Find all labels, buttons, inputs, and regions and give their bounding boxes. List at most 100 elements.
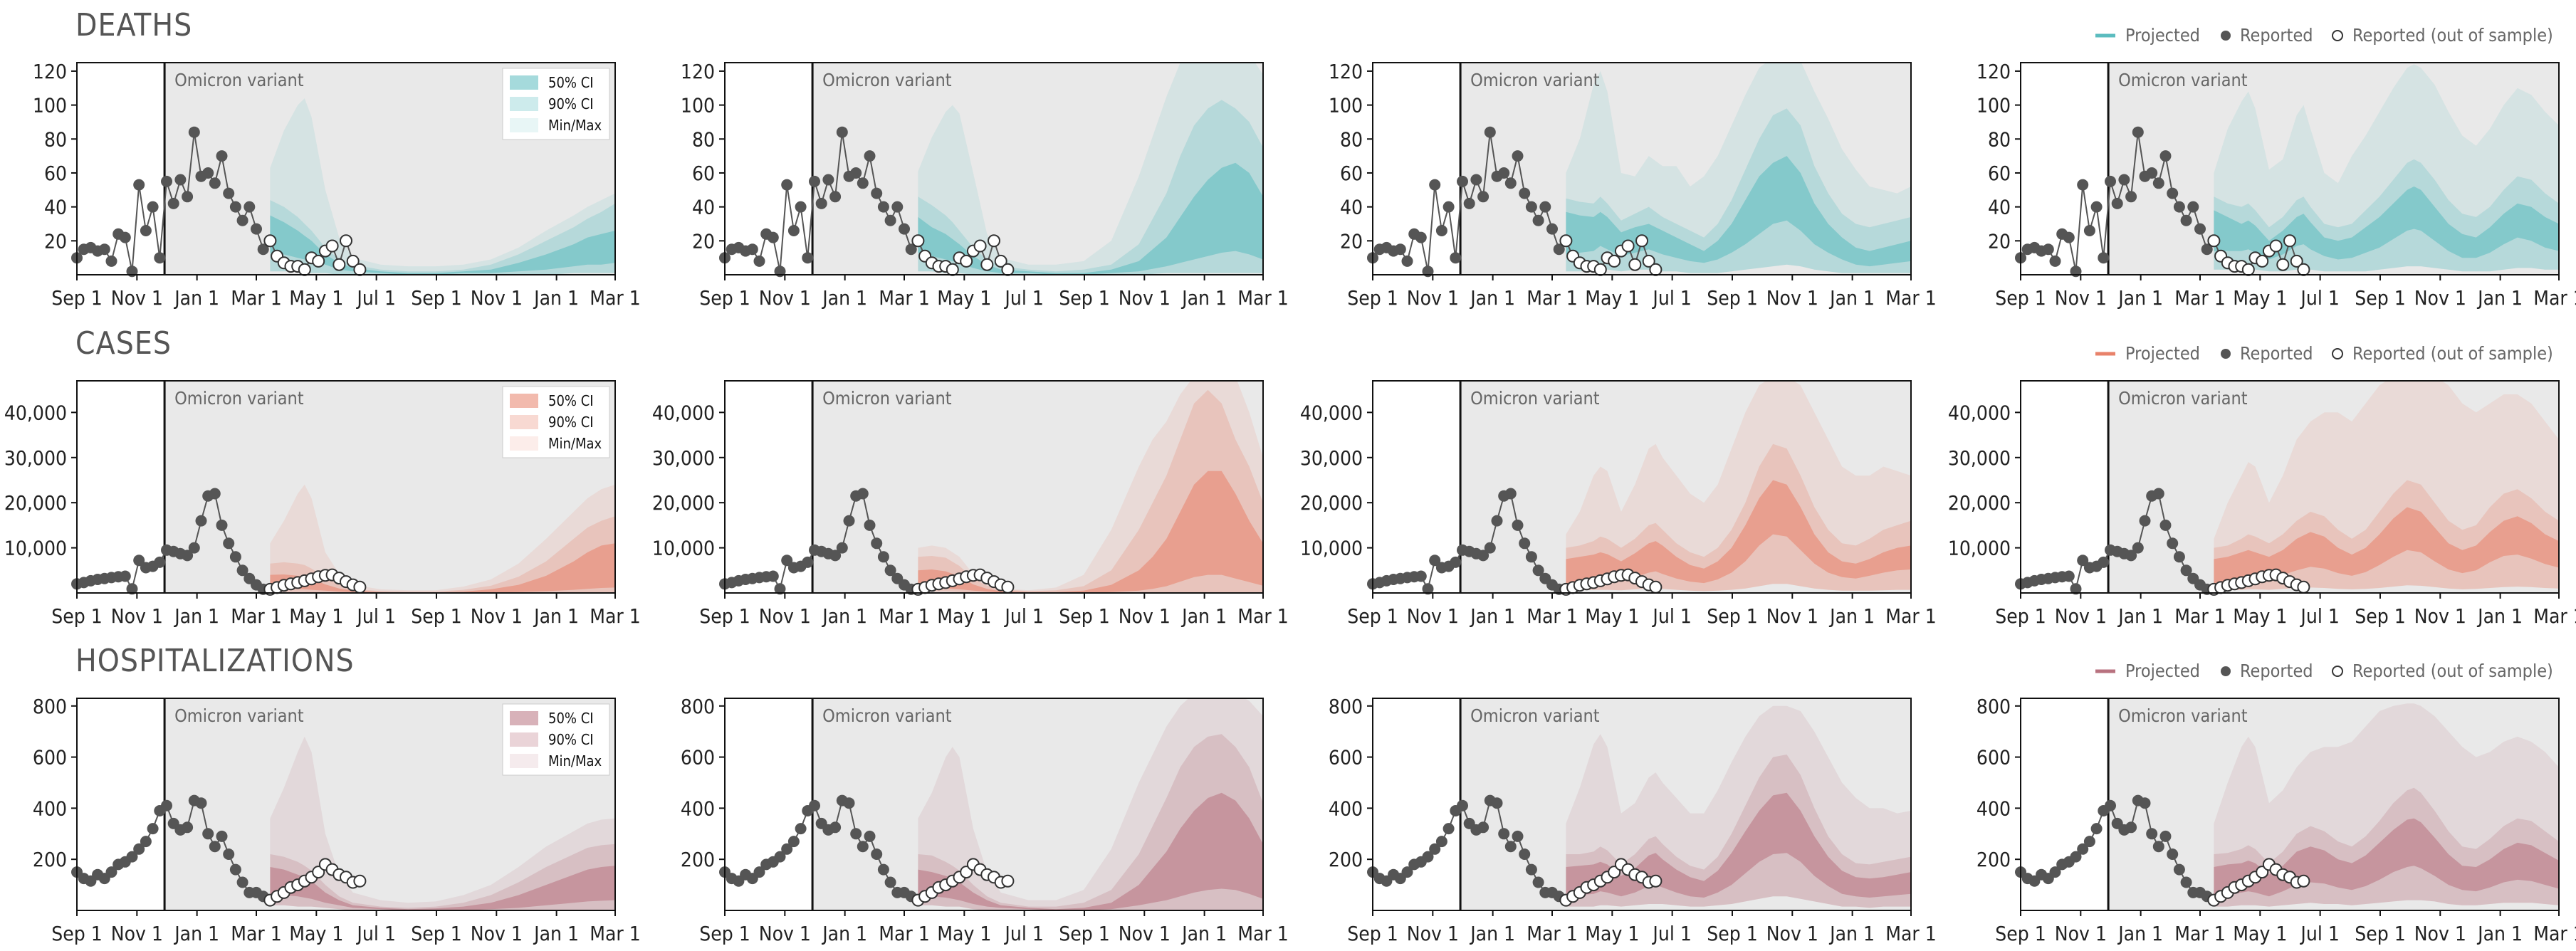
reported-point (154, 252, 166, 264)
reported-point (781, 179, 793, 191)
x-tick-label: Sep 1 (411, 286, 462, 310)
panel-4: Omicron variant 200 400 600 800 Sep 1 Nov 1 Jan… (1976, 695, 2576, 945)
projection-bands (2214, 64, 2559, 272)
x-tick-label: Jan 1 (1469, 604, 1515, 628)
minmax-band (918, 63, 1263, 275)
y-tick-label: 100 (1329, 94, 1363, 117)
reported-point (251, 223, 262, 235)
reported-point (2180, 876, 2192, 888)
x-tick-label: May 1 (1585, 604, 1639, 628)
x-tick-label: Sep 1 (1995, 922, 2046, 945)
plot-frame (1372, 380, 1912, 594)
y-tick-label: 600 (33, 746, 67, 769)
x-axis: Sep 1 Nov 1 Jan 1 Mar 1 May 1 Jul 1 Sep 1 Nov 1… (1995, 593, 2576, 628)
y-tick-label: 20 (1340, 229, 1363, 253)
reported-point (809, 799, 820, 811)
x-tick-label: Sep 1 (1059, 286, 1110, 310)
out-of-sample-point (353, 874, 367, 888)
y-tick-label: 30,000 (4, 446, 67, 470)
x-tick-label: Nov 1 (2414, 604, 2466, 628)
out-of-sample-point (2207, 234, 2221, 248)
x-axis: Sep 1 Nov 1 Jan 1 Mar 1 May 1 Jul 1 Sep 1 Nov 1… (699, 275, 1289, 310)
omicron-label: Omicron variant (822, 70, 952, 90)
x-tick-label: Sep 1 (411, 604, 462, 628)
x-tick-label: Jan 1 (1180, 286, 1227, 310)
ci-legend-minmax-label: Min/Max (548, 117, 602, 134)
ci-legend-50-swatch (510, 75, 538, 90)
reported-point (843, 797, 855, 809)
reported-series (1367, 794, 1663, 907)
y-axis: 200 400 600 800 (1976, 695, 2021, 871)
row-title: HOSPITALIZATIONS (75, 643, 355, 679)
panel-4: Omicron variant 20 40 60 80 100 120 Sep 1 Nov 1 J… (1976, 60, 2576, 310)
reported-point (223, 848, 235, 860)
out-of-sample-point (325, 239, 339, 253)
out-of-sample-point (973, 239, 987, 253)
out-of-sample-point (1649, 580, 1663, 594)
x-tick-label: Jan 1 (2117, 286, 2163, 310)
legend-reported-label: Reported (2240, 661, 2313, 681)
reported-point (2070, 583, 2082, 595)
x-tick-label: Jul 1 (1651, 922, 1691, 945)
x-tick-label: May 1 (289, 604, 343, 628)
reported-point (767, 231, 779, 243)
x-tick-label: Mar 1 (879, 286, 930, 310)
omicron-label: Omicron variant (1470, 388, 1600, 409)
reported-point (229, 863, 241, 876)
row-hospitalizations: HOSPITALIZATIONS Projected Reported Reporte… (33, 643, 2576, 945)
out-of-sample-point (911, 234, 925, 248)
x-tick-label: Mar 1 (1885, 922, 1937, 945)
ci-legend-minmax-label: Min/Max (548, 752, 602, 769)
x-tick-label: Sep 1 (1707, 922, 1758, 945)
y-tick-label: 10,000 (652, 537, 715, 560)
reported-point (1504, 841, 1517, 853)
reported-point (182, 821, 194, 834)
reported-point (209, 841, 221, 853)
projection-bands (918, 63, 1263, 275)
reported-point (1443, 823, 1455, 835)
out-of-sample-point (980, 258, 994, 271)
y-tick-label: 100 (1976, 94, 2011, 117)
reported-point (1546, 223, 1558, 235)
reported-point (133, 179, 145, 191)
x-tick-label: Nov 1 (1407, 604, 1459, 628)
reported-point (195, 515, 207, 527)
reported-point (126, 583, 138, 595)
reported-point (815, 197, 827, 209)
reported-point (2146, 167, 2158, 179)
out-of-sample-point (2276, 258, 2290, 271)
omicron-label: Omicron variant (822, 388, 952, 409)
x-tick-label: Jul 1 (1651, 604, 1691, 628)
y-tick-label: 600 (1976, 746, 2011, 769)
x-tick-label: Jan 1 (1828, 604, 1875, 628)
reported-point (871, 537, 883, 550)
reported-point (216, 830, 228, 842)
reported-point (174, 174, 187, 186)
reported-series (2015, 488, 2310, 596)
x-tick-label: Jan 1 (2476, 286, 2523, 310)
reported-point (746, 243, 758, 256)
reported-point (767, 570, 779, 582)
reported-point (1491, 515, 1503, 527)
reported-point (829, 550, 842, 562)
plot-frame (2020, 62, 2560, 275)
y-tick-label: 20 (692, 229, 715, 253)
panel-3: Omicron variant 20 40 60 80 100 120 Sep 1 Nov 1 J… (1329, 60, 1937, 310)
reported-point (774, 583, 786, 595)
x-tick-label: Mar 1 (2533, 604, 2576, 628)
reported-point (1553, 243, 1565, 256)
reported-series (1367, 488, 1663, 596)
x-tick-label: Nov 1 (1407, 922, 1459, 945)
reported-point (905, 243, 917, 256)
plot-frame (1372, 62, 1912, 275)
ci-legend-minmax-swatch (510, 436, 538, 451)
reported-point (119, 231, 131, 243)
reported-point (884, 876, 896, 888)
y-tick-label: 60 (1988, 162, 2011, 185)
ci50-band (1566, 480, 1911, 584)
reported-point (884, 564, 896, 577)
ci-legend-90-label: 90% CI (548, 731, 594, 748)
x-tick-label: Sep 1 (1707, 604, 1758, 628)
projection-bands (2214, 381, 2559, 591)
y-tick-label: 100 (681, 94, 715, 117)
